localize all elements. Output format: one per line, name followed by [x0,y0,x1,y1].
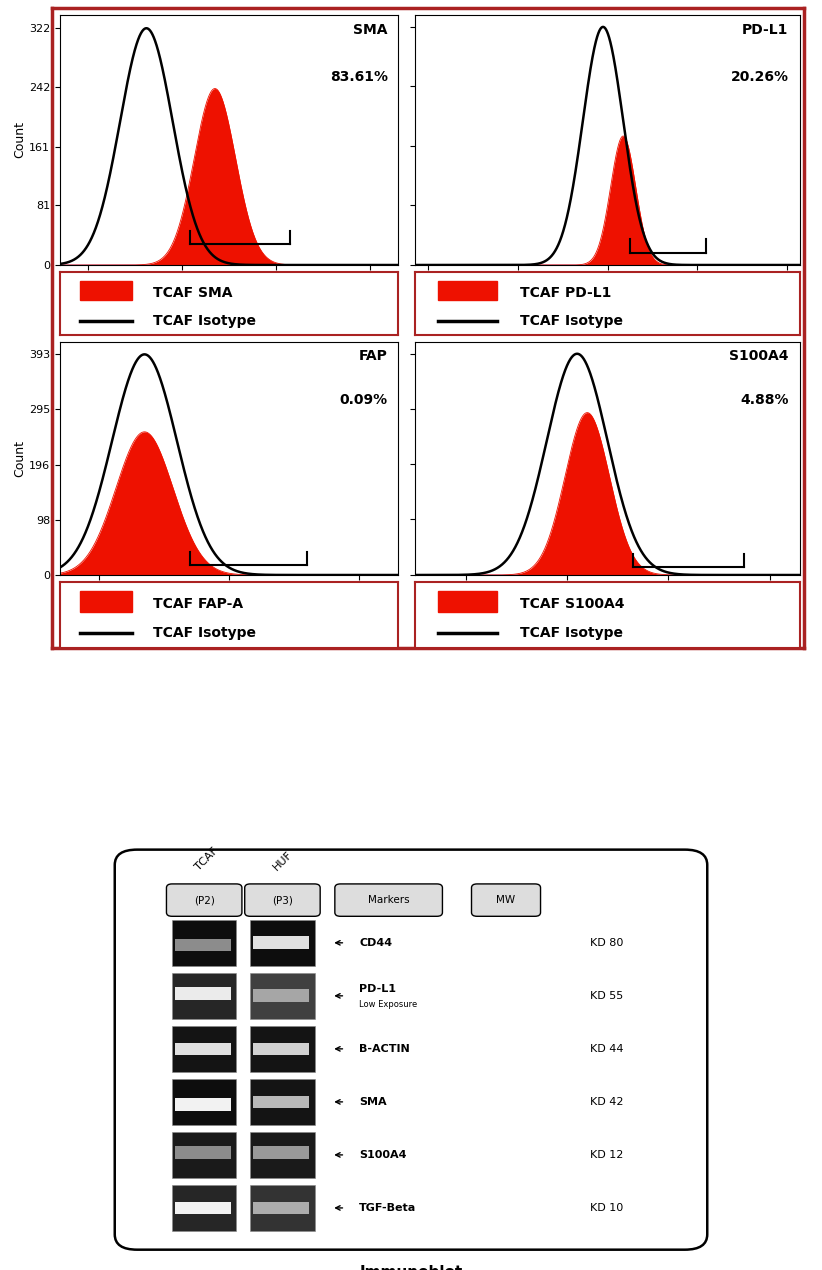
Bar [250,1080,315,1125]
Bar [172,1133,237,1177]
Bar [250,1185,315,1231]
Y-axis label: Count: Count [13,122,26,159]
Bar [174,1147,231,1160]
FancyBboxPatch shape [472,884,541,917]
Text: PD-L1: PD-L1 [742,23,788,37]
Text: 83.61%: 83.61% [330,70,388,84]
Text: KD 10: KD 10 [590,1203,623,1213]
Bar [250,919,315,965]
Bar [81,281,132,300]
Bar [253,936,309,949]
Text: SMA: SMA [359,1097,387,1107]
Text: PD-L1: PD-L1 [359,984,396,994]
Bar [172,1080,237,1125]
Bar [174,1201,231,1214]
Text: KD 12: KD 12 [590,1149,623,1160]
Bar [250,1133,315,1177]
Bar [438,281,497,300]
Text: 20.26%: 20.26% [731,70,788,84]
Text: S100A4: S100A4 [729,349,788,363]
Text: Markers: Markers [367,895,409,906]
Bar [174,939,231,951]
Bar [172,1026,237,1072]
Text: Immunoblot: Immunoblot [359,1265,463,1270]
FancyBboxPatch shape [245,884,321,917]
Text: TGF-Beta: TGF-Beta [359,1203,417,1213]
X-axis label: PD-L1: PD-L1 [587,296,628,309]
Text: TCAF FAP-A: TCAF FAP-A [153,597,242,611]
Bar [253,1043,309,1055]
Text: TCAF: TCAF [193,846,219,872]
Text: TCAF S100A4: TCAF S100A4 [520,597,625,611]
Text: HUF: HUF [271,850,294,872]
X-axis label: S100A4-A: S100A4-A [573,606,642,618]
Text: (P3): (P3) [272,895,293,906]
Text: KD 80: KD 80 [590,937,623,947]
Text: TCAF Isotype: TCAF Isotype [520,314,624,328]
Text: TCAF Isotype: TCAF Isotype [520,626,624,640]
Bar [174,1043,231,1055]
Bar [253,1201,309,1214]
Text: TCAF Isotype: TCAF Isotype [153,626,256,640]
Text: S100A4: S100A4 [359,1149,407,1160]
Text: (P2): (P2) [194,895,215,906]
Bar [174,1097,231,1110]
Text: TCAF SMA: TCAF SMA [153,286,232,300]
Text: KD 55: KD 55 [590,991,623,1001]
Text: KD 42: KD 42 [590,1097,623,1107]
Text: TCAF PD-L1: TCAF PD-L1 [520,286,612,300]
FancyBboxPatch shape [335,884,442,917]
FancyBboxPatch shape [115,850,707,1250]
Bar [81,592,132,612]
Bar [172,973,237,1019]
Text: MW: MW [496,895,515,906]
X-axis label: FAP-A: FAP-A [209,606,249,618]
Text: 4.88%: 4.88% [740,394,788,408]
Bar [253,989,309,1002]
Y-axis label: Count: Count [13,439,26,478]
Text: KD 44: KD 44 [590,1044,623,1054]
X-axis label: SMA-A: SMA-A [206,296,252,309]
Text: B-ACTIN: B-ACTIN [359,1044,410,1054]
Text: 0.09%: 0.09% [339,394,388,408]
Text: TCAF Isotype: TCAF Isotype [153,314,256,328]
Text: FAP: FAP [359,349,388,363]
FancyBboxPatch shape [166,884,242,917]
Text: Low Exposure: Low Exposure [359,999,418,1008]
Bar [174,987,231,999]
Bar [172,1185,237,1231]
Bar [250,1026,315,1072]
Text: CD44: CD44 [359,937,392,947]
Bar [172,919,237,965]
Bar [253,1096,309,1109]
Bar [250,973,315,1019]
Text: SMA: SMA [353,23,388,37]
Bar [253,1147,309,1160]
Bar [438,592,497,612]
